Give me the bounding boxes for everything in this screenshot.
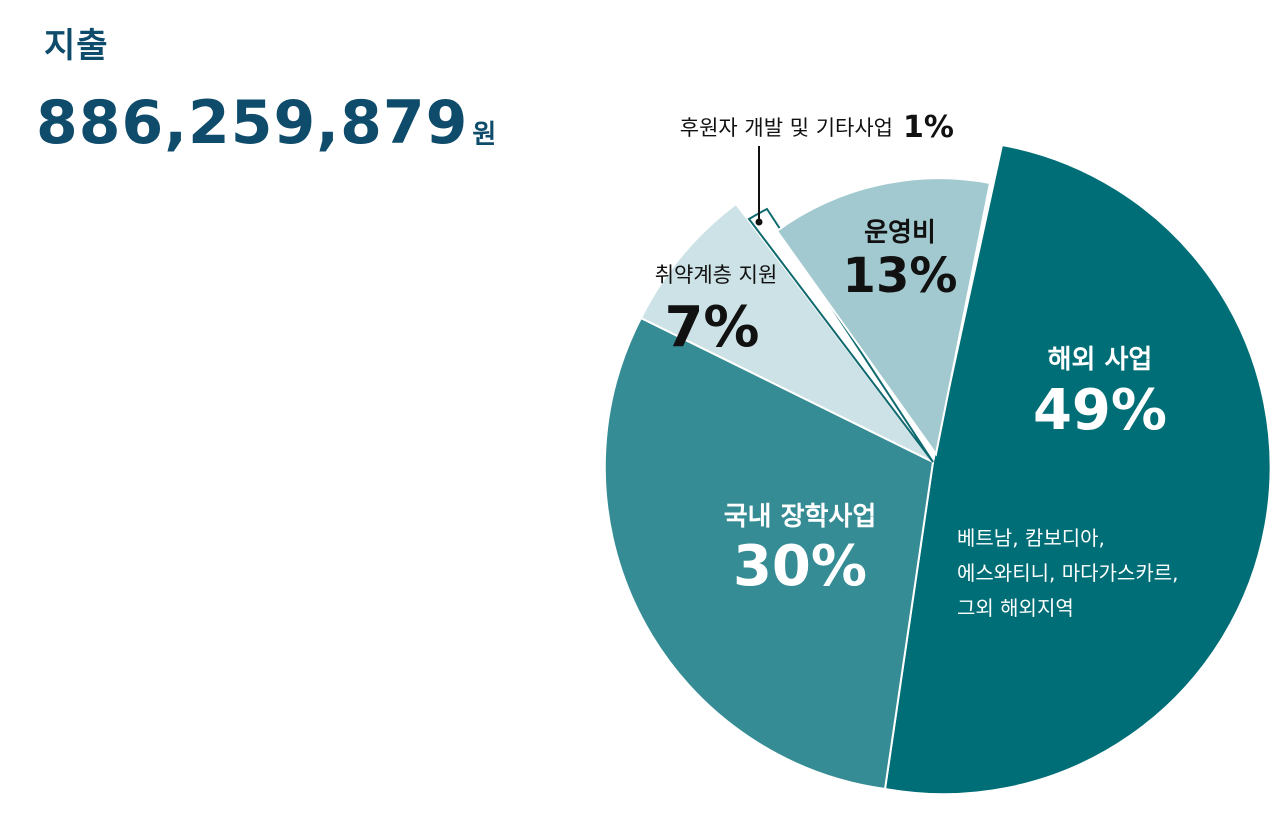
- amount-unit: 원: [472, 120, 497, 150]
- slice-percent-domestic-scholarship: 30%: [733, 534, 867, 599]
- slice-name-overseas: 해외 사업: [1048, 345, 1153, 375]
- label-operating-costs: 운영비 13%: [843, 218, 958, 304]
- pie-slice-operating-costs: [775, 177, 992, 457]
- slice-percent-operating-costs: 13%: [843, 248, 958, 304]
- leader-dot: [755, 218, 763, 226]
- label-overseas: 해외 사업 49% 베트남, 캄보디아, 에스와티니, 마다가스카르, 그외 해…: [957, 345, 1178, 620]
- label-donor-development: 후원자 개발 및 기타사업 1%: [680, 110, 954, 145]
- slice-detail-line-2: 에스와티니, 마다가스카르,: [957, 561, 1178, 585]
- slice-name-operating-costs: 운영비: [864, 218, 936, 248]
- pie-slice-overseas: [883, 143, 1272, 796]
- slice-name-domestic-scholarship: 국내 장학사업: [724, 502, 877, 532]
- amount-value: 886,259,879: [36, 88, 469, 158]
- pie-slice-domestic-scholarship: [603, 316, 935, 791]
- pie-slice-donor-development: [747, 207, 934, 463]
- slice-percent-overseas: 49%: [1033, 378, 1167, 443]
- label-domestic-scholarship: 국내 장학사업 30%: [724, 502, 877, 599]
- slice-name-vulnerable-support: 취약계층 지원: [655, 263, 778, 287]
- page-title: 지출: [44, 26, 109, 66]
- slice-detail-line-1: 베트남, 캄보디아,: [957, 526, 1105, 550]
- total-amount: 886,259,879 원: [36, 88, 496, 158]
- pie-slice-vulnerable-support: [639, 202, 934, 463]
- slice-percent-donor-development: 1%: [903, 110, 954, 145]
- slice-percent-vulnerable-support: 7%: [664, 295, 759, 360]
- slice-detail-line-3: 그외 해외지역: [957, 596, 1074, 620]
- label-vulnerable-support: 취약계층 지원 7%: [655, 263, 778, 360]
- slice-name-donor-development: 후원자 개발 및 기타사업: [680, 116, 893, 140]
